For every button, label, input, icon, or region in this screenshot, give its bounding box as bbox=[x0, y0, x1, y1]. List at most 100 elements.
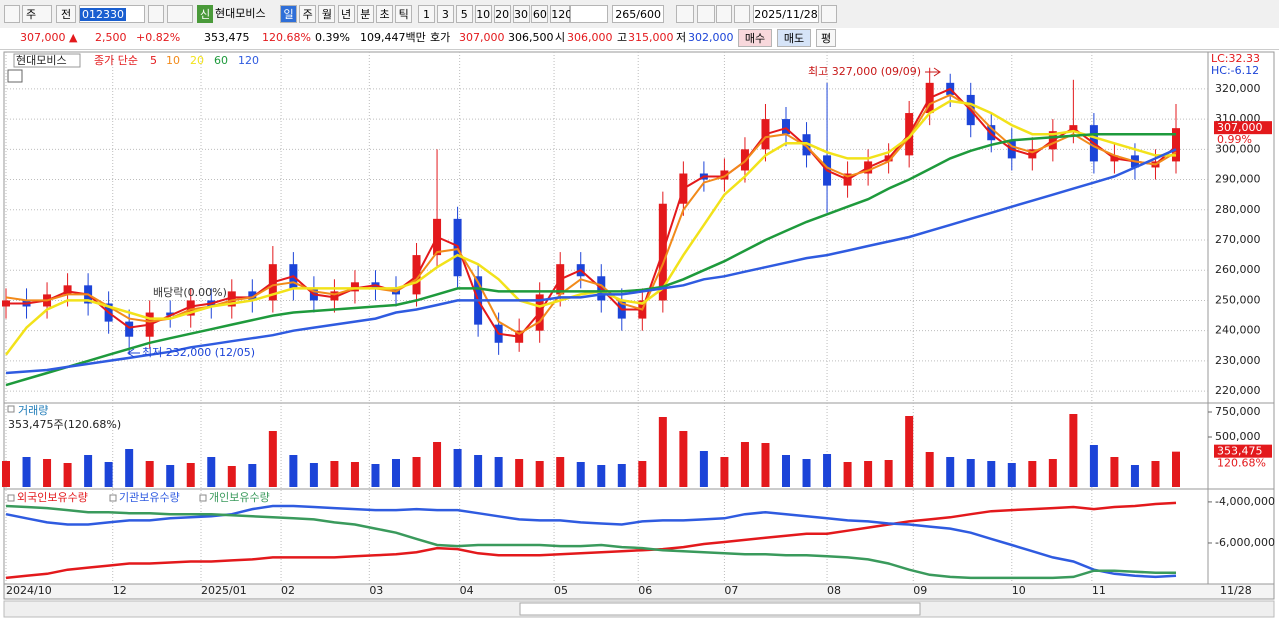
candle-body bbox=[1172, 128, 1180, 162]
volume: 353,475 bbox=[204, 31, 250, 44]
volume-bar bbox=[987, 461, 996, 487]
interval-button[interactable]: 년 bbox=[337, 5, 355, 23]
volume-bar bbox=[843, 462, 852, 487]
legend-icon bbox=[199, 494, 207, 502]
interval-button[interactable]: 초 bbox=[376, 5, 393, 23]
panel-icon bbox=[7, 405, 15, 413]
y-tick-label: -4,000,000 bbox=[1215, 495, 1275, 508]
interval-button[interactable]: 120 bbox=[550, 5, 572, 23]
y-tick-label: 270,000 bbox=[1215, 233, 1261, 246]
volume-bar bbox=[679, 431, 688, 487]
scrollbar[interactable] bbox=[3, 600, 1275, 618]
volume-bar bbox=[22, 457, 31, 487]
volume-bar bbox=[617, 464, 626, 487]
y-tick-label: 300,000 bbox=[1215, 142, 1261, 155]
avg-button[interactable]: 평 bbox=[816, 29, 836, 47]
volume-bar bbox=[84, 455, 93, 487]
interval-button[interactable]: 10 bbox=[474, 5, 492, 23]
interval-button[interactable]: 분 bbox=[356, 5, 374, 23]
x-tick-label: 08 bbox=[827, 584, 841, 597]
period-type[interactable]: 주 bbox=[22, 5, 52, 23]
tool-icon[interactable] bbox=[697, 5, 715, 23]
volume-bar bbox=[433, 442, 442, 487]
high: 315,000 bbox=[628, 31, 674, 44]
menu-icon[interactable] bbox=[4, 5, 20, 23]
sound-icon[interactable] bbox=[167, 5, 193, 23]
calendar-icon[interactable] bbox=[821, 5, 837, 23]
interval-button[interactable]: 30 bbox=[512, 5, 530, 23]
ask: 307,000 bbox=[459, 31, 505, 44]
candle-body bbox=[576, 264, 585, 277]
x-tick-label: 07 bbox=[724, 584, 738, 597]
volume-bar bbox=[268, 431, 277, 487]
y-tick-label: 500,000 bbox=[1215, 430, 1261, 443]
y-tick-label: 260,000 bbox=[1215, 263, 1261, 276]
legend-entry: 60 bbox=[214, 54, 228, 67]
toolbar: 주 전 012330 신 현대모비스 일 주 월 년 분 초 틱 1 3 5 10 20 30 60 120… bbox=[0, 0, 1279, 29]
volume-bar bbox=[658, 417, 667, 487]
panel-icon[interactable] bbox=[7, 69, 23, 83]
volume-bar bbox=[925, 452, 934, 487]
save-icon[interactable] bbox=[716, 5, 732, 23]
volume-bar bbox=[1089, 445, 1098, 487]
scroll-thumb[interactable] bbox=[519, 602, 921, 616]
interval-button[interactable]: 60 bbox=[531, 5, 549, 23]
candle-body bbox=[309, 288, 318, 301]
interval-button[interactable]: 월 bbox=[318, 5, 336, 23]
volume-bar bbox=[494, 457, 503, 487]
volume-bar bbox=[248, 464, 257, 487]
x-tick-label: 11 bbox=[1092, 584, 1106, 597]
candle-body bbox=[987, 125, 996, 141]
high-label: 고 bbox=[617, 31, 628, 44]
interval-button[interactable]: 주 bbox=[299, 5, 317, 23]
date-input[interactable]: 2025/11/28 bbox=[753, 5, 819, 23]
interval-button[interactable]: 5 bbox=[455, 5, 473, 23]
volume-bar bbox=[125, 449, 134, 487]
annotation: 배당락(0.00%) bbox=[153, 286, 227, 299]
volume-bar bbox=[1130, 465, 1139, 487]
volume-bar bbox=[720, 457, 729, 487]
legend-entry: 개인보유수량 bbox=[209, 491, 270, 504]
volume-bar bbox=[1151, 461, 1160, 487]
candle-body bbox=[638, 300, 647, 319]
volume-bar bbox=[1007, 463, 1016, 487]
x-end-label: 11/28 bbox=[1220, 584, 1252, 597]
chart-frame bbox=[3, 51, 1275, 600]
amount: 109,447백만 bbox=[360, 31, 426, 44]
code-input[interactable]: 012330 bbox=[79, 5, 145, 23]
ask-label: 호가 bbox=[430, 31, 451, 44]
chart-subtitle: 353,475주(120.68%) bbox=[8, 418, 121, 431]
prev-button[interactable]: 전 bbox=[56, 5, 76, 23]
view-count-input[interactable]: 265/600 bbox=[612, 5, 664, 23]
volume-bar bbox=[905, 416, 914, 487]
dropdown[interactable] bbox=[570, 5, 608, 23]
sell-button[interactable]: 매도 bbox=[777, 29, 811, 47]
y-tick-label: 320,000 bbox=[1215, 82, 1261, 95]
tool-icon[interactable] bbox=[676, 5, 694, 23]
legend-box bbox=[13, 53, 81, 68]
y-tick-label: 750,000 bbox=[1215, 405, 1261, 418]
candle-body bbox=[22, 300, 31, 307]
interval-button[interactable]: 20 bbox=[493, 5, 511, 23]
interval-button[interactable]: 일 bbox=[280, 5, 297, 23]
volume-bar bbox=[946, 457, 955, 487]
interval-button[interactable]: 틱 bbox=[395, 5, 413, 23]
interval-button[interactable]: 3 bbox=[436, 5, 454, 23]
volume-bar bbox=[884, 460, 893, 487]
annotation-arrow bbox=[925, 67, 941, 77]
last-rate-label: 0.99% bbox=[1217, 133, 1252, 146]
volume-bar bbox=[802, 459, 811, 487]
candle-body bbox=[268, 264, 277, 301]
candle-body bbox=[371, 282, 380, 289]
settings-icon[interactable] bbox=[734, 5, 750, 23]
moving-average-line bbox=[5, 148, 1177, 375]
search-icon[interactable] bbox=[148, 5, 164, 23]
low-label: 저 bbox=[676, 31, 687, 44]
volume-bar bbox=[740, 442, 749, 487]
buy-button[interactable]: 매수 bbox=[738, 29, 772, 47]
volume-bar bbox=[864, 461, 873, 487]
candle-body bbox=[1130, 155, 1139, 168]
legend-entry: 10 bbox=[166, 54, 180, 67]
interval-button[interactable]: 1 bbox=[418, 5, 435, 23]
